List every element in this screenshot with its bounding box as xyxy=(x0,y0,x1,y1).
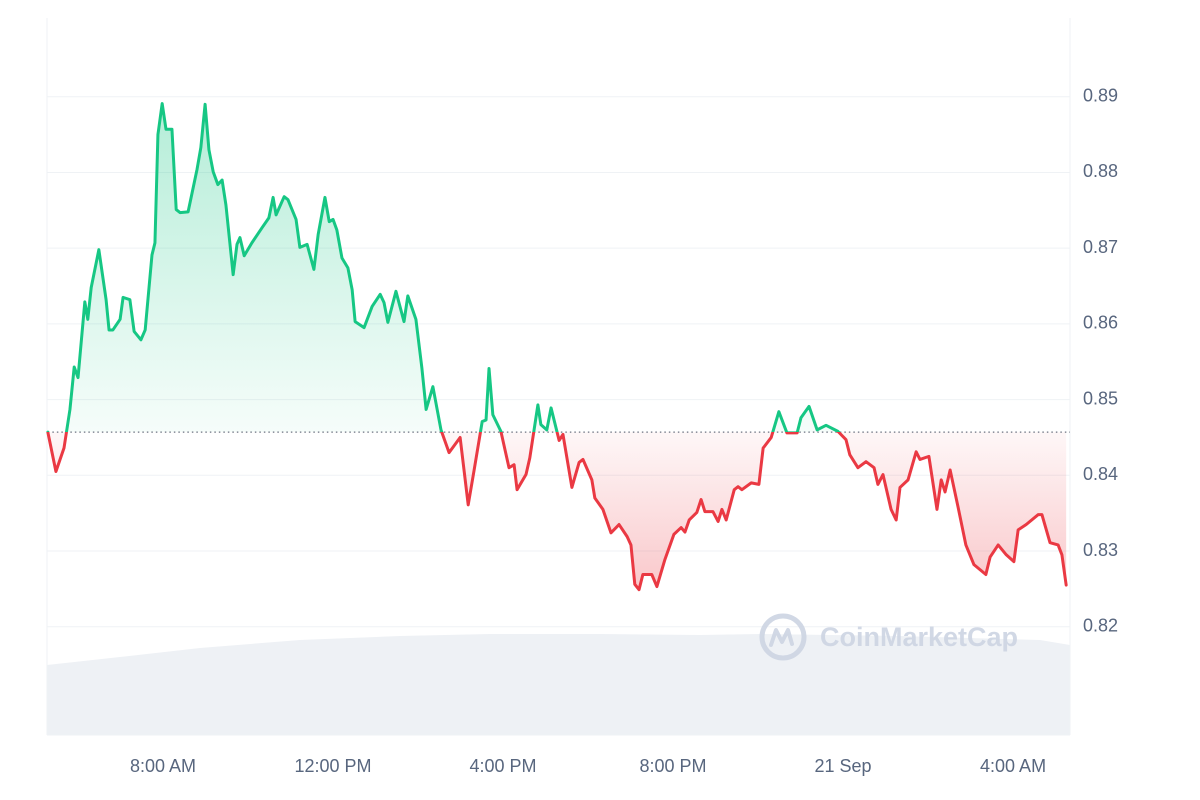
price-line xyxy=(46,102,1068,592)
y-tick-label: 0.89 xyxy=(1083,85,1118,105)
y-tick-label: 0.88 xyxy=(1083,161,1118,181)
x-tick-label: 12:00 PM xyxy=(295,756,372,776)
y-tick-label: 0.87 xyxy=(1083,237,1118,257)
x-tick-label: 4:00 PM xyxy=(470,756,537,776)
marks xyxy=(46,102,1070,592)
y-tick-label: 0.86 xyxy=(1083,313,1118,333)
y-tick-label: 0.82 xyxy=(1083,615,1118,635)
y-tick-label: 0.83 xyxy=(1083,540,1118,560)
price-area xyxy=(47,103,1067,590)
x-tick-label: 8:00 AM xyxy=(130,756,196,776)
x-tick-label: 4:00 AM xyxy=(980,756,1046,776)
watermark-logo-wave xyxy=(769,628,794,647)
y-tick-label: 0.84 xyxy=(1083,464,1118,484)
watermark-logo xyxy=(759,613,807,661)
axis-labels: 0.82 0.83 0.84 0.85 0.86 0.87 0.88 0.89 8:00 AM 1… xyxy=(130,85,1118,775)
y-tick-label: 0.85 xyxy=(1083,388,1118,408)
watermark: CoinMarketCap xyxy=(759,613,1018,661)
watermark-text: CoinMarketCap xyxy=(820,622,1018,652)
x-tick-label: 8:00 PM xyxy=(640,756,707,776)
x-tick-label: 21 Sep xyxy=(815,756,872,776)
volume-backdrop xyxy=(47,634,1070,735)
